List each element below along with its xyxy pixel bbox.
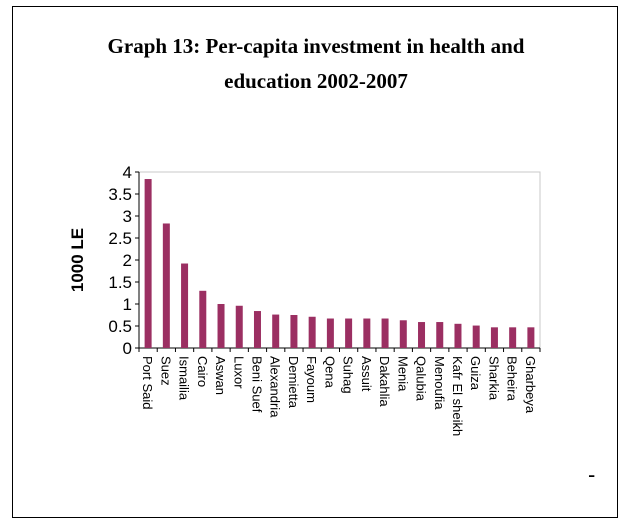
y-tick-label: 0.5 [108,317,132,336]
x-tick-label: Beheira [505,356,520,402]
x-tick-label: Beni Suef [249,356,264,413]
bar-gharbeya [527,327,535,348]
y-axis-title: 1000 LE [68,228,87,292]
x-tick-label: Fayoum [304,356,319,403]
y-tick-label: 3.5 [108,185,132,204]
chart-frame: Graph 13: Per-capita investment in healt… [12,6,618,518]
y-tick-label: 2 [123,251,132,270]
bar-fayoum [308,316,316,348]
bar-beheira [509,327,517,348]
bar-qalubia [418,322,426,348]
bar-qena [326,318,334,348]
x-tick-label: Menoufia [432,356,447,410]
x-tick-label: Assuit [359,356,374,392]
footer-dash: - [588,462,596,487]
x-tick-label: Guiza [468,356,483,391]
x-tick-label: Kafr El sheikh [450,356,465,436]
x-tick-label: Qena [322,356,337,389]
chart-title: Graph 13: Per-capita investment in healt… [13,29,619,99]
y-tick-label: 0 [123,339,132,358]
x-tick-label: Sharkia [486,356,501,401]
x-tick-label: Luxor [231,356,246,389]
y-tick-label: 2.5 [108,229,132,248]
chart-title-line2: education 2002-2007 [224,69,408,93]
y-tick-label: 1 [123,295,132,314]
x-tick-label: Qalubia [414,356,429,402]
chart-title-line1: Graph 13: Per-capita investment in healt… [107,34,525,58]
bar-guiza [472,325,480,348]
x-tick-label: Suhag [341,356,356,394]
bar-suez [162,223,170,348]
x-tick-label: Dakahlia [377,356,392,407]
bar-suhag [345,318,353,348]
bar-beni-suef [253,311,261,348]
bar-alexandria [272,314,280,348]
bar-assuit [363,318,371,348]
bar-port-said [144,179,152,348]
bar-dakahlia [381,318,389,348]
x-tick-label: Alexandria [268,356,283,418]
bar-cairo [199,290,207,348]
bar-luxor [235,305,243,348]
bar-menoufia [436,322,444,348]
bar-sharkia [490,327,498,348]
x-tick-label: Suez [158,356,173,386]
bar-aswan [217,304,225,348]
x-tick-label: Demietta [286,356,301,409]
x-tick-label: Menia [395,356,410,392]
bar-kafr-el-sheikh [454,323,462,348]
x-tick-label: Aswan [213,356,228,395]
plot-area [138,171,541,349]
bar-ismailia [181,263,189,348]
y-tick-label: 4 [123,163,132,182]
x-tick-label: Gharbeya [523,356,538,414]
x-tick-label: Ismailia [177,356,192,401]
y-tick-label: 1.5 [108,273,132,292]
bar-menia [399,320,407,348]
bar-demietta [290,315,298,348]
y-tick-label: 3 [123,207,132,226]
x-tick-label: Cairo [195,356,210,387]
x-tick-label: Port Said [140,356,155,409]
